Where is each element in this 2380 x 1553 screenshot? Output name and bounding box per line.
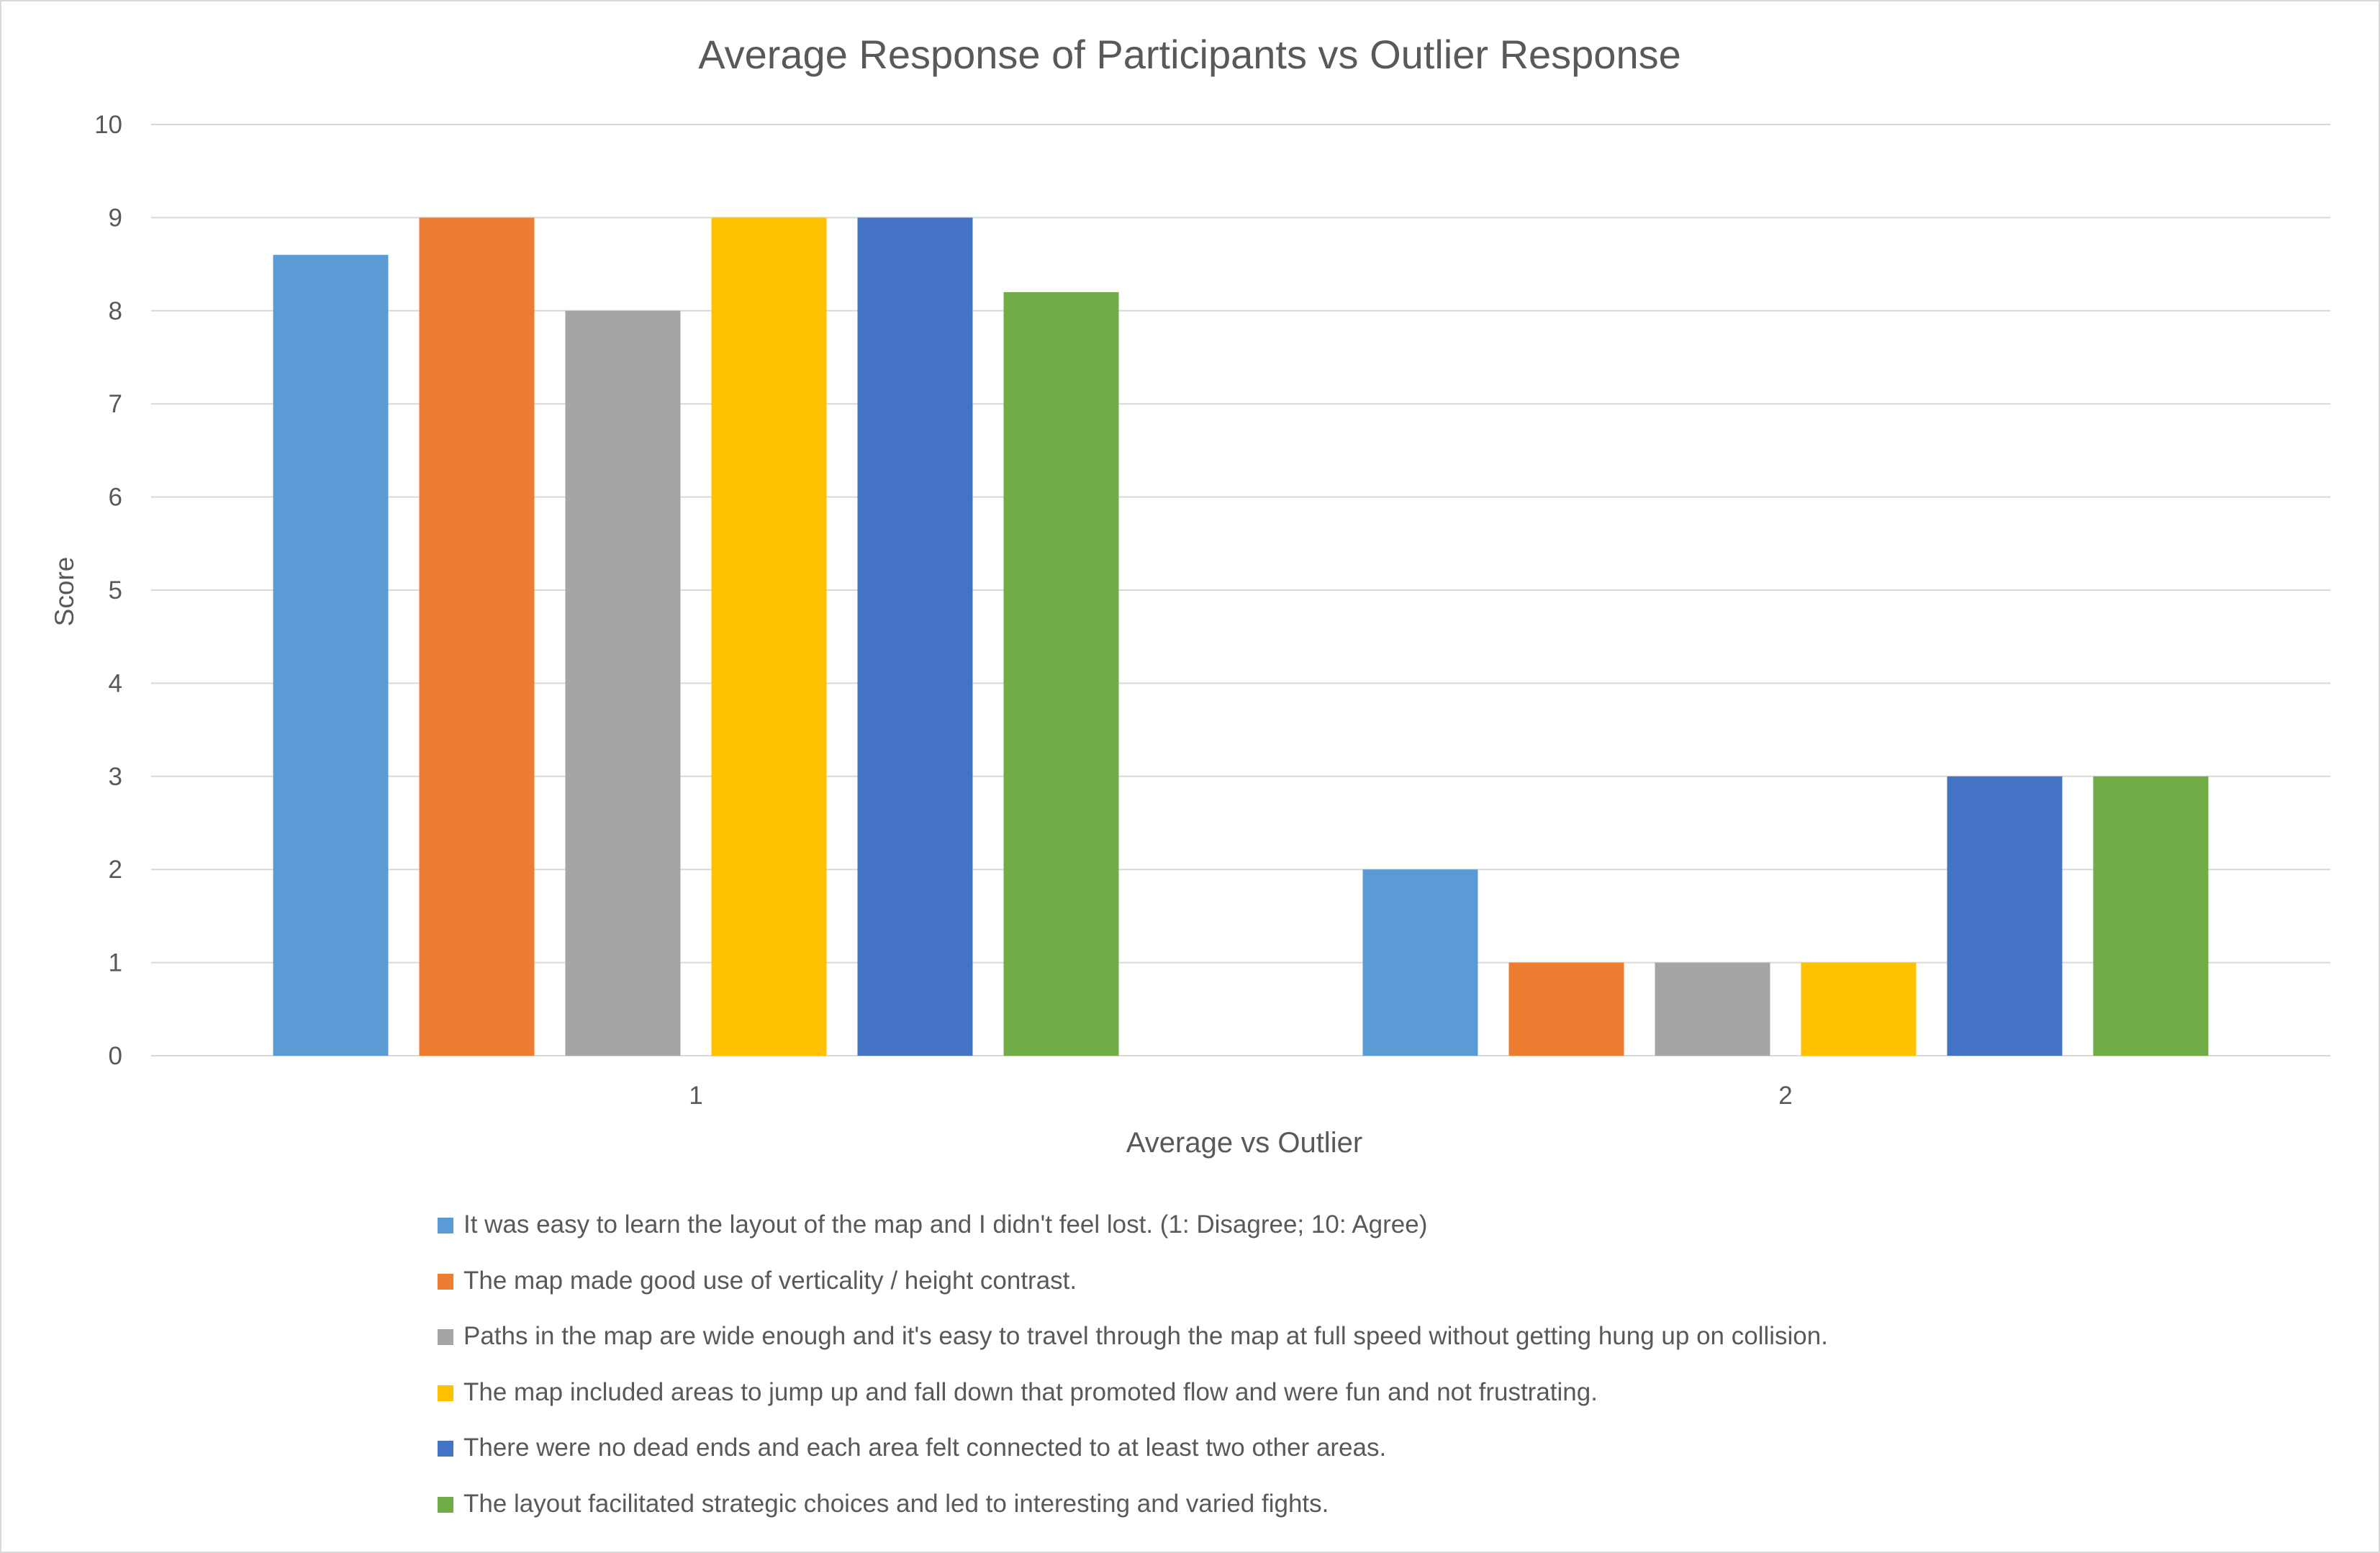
legend-label: There were no dead ends and each area fe… [463,1434,1387,1462]
y-tick-label: 3 [109,763,122,791]
bar-series-4-category-2[interactable] [1801,962,1917,1056]
bar-series-5-category-2[interactable] [1947,776,2063,1056]
bar-series-2-category-2[interactable] [1508,962,1624,1056]
legend-label: The map made good use of verticality / h… [463,1266,1077,1295]
legend-swatch [438,1273,453,1290]
legend-swatch [438,1441,453,1457]
chart-title: Average Response of Participants vs Outl… [698,32,1680,77]
bar-series-6-category-1[interactable] [1003,291,1119,1056]
y-tick-label: 6 [109,484,122,512]
legend-label: The layout facilitated strategic choices… [463,1490,1329,1518]
legend-swatch [438,1329,453,1346]
y-tick-label: 8 [109,297,122,325]
x-tick-label: 2 [1778,1082,1792,1110]
legend-swatch [438,1218,453,1233]
x-tick-label: 1 [689,1082,702,1110]
legend-swatch [438,1385,453,1401]
legend-label: The map included areas to jump up and fa… [463,1377,1598,1406]
bar-series-1-category-2[interactable] [1362,869,1478,1056]
y-axis-ticks: 0 1 2 3 4 5 6 7 8 9 10 [94,111,122,1070]
bar-series-5-category-1[interactable] [857,217,973,1056]
y-tick-label: 2 [109,856,122,884]
bar-series-4-category-1[interactable] [711,217,827,1056]
bars [273,217,2209,1056]
bar-series-1-category-1[interactable] [273,255,389,1056]
bar-series-3-category-2[interactable] [1655,962,1770,1056]
x-axis-title: Average vs Outlier [1126,1127,1362,1159]
y-tick-label: 0 [109,1042,122,1070]
y-tick-label: 10 [94,111,122,139]
bar-series-3-category-1[interactable] [565,310,681,1056]
y-tick-label: 7 [109,390,122,418]
bar-series-2-category-1[interactable] [419,217,535,1056]
y-tick-label: 4 [109,669,122,697]
y-tick-label: 5 [109,576,122,605]
legend-label: Paths in the map are wide enough and it'… [463,1322,1828,1351]
legend-label: It was easy to learn the layout of the m… [463,1210,1428,1239]
y-axis-title: Score [50,557,79,627]
bar-series-6-category-2[interactable] [2093,776,2209,1056]
y-tick-label: 1 [109,949,122,977]
legend-swatch [438,1497,453,1513]
y-tick-label: 9 [109,204,122,232]
